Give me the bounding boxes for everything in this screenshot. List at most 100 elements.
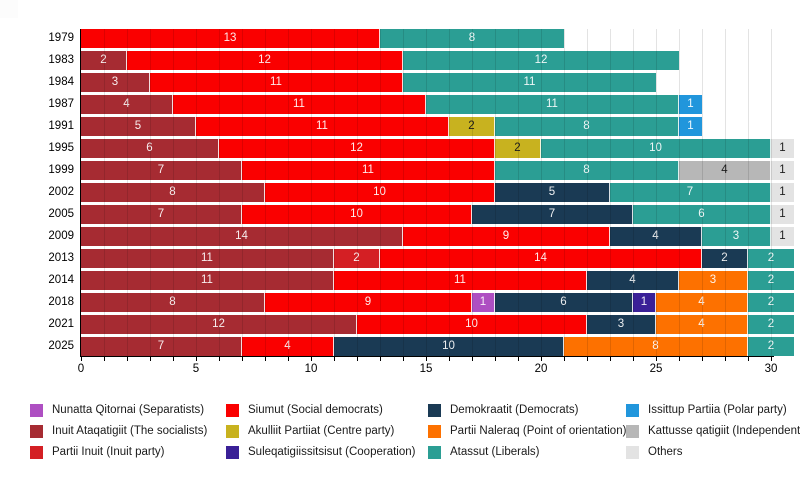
bar-segment-others: 1 xyxy=(771,139,794,158)
bar-value-label: 5 xyxy=(134,120,142,132)
bar-segment-demokraatit: 4 xyxy=(587,271,679,290)
bar-value-label: 11 xyxy=(270,76,282,88)
year-label: 2002 xyxy=(48,186,74,198)
bar-segment-inuit-ataqatigiit: 6 xyxy=(81,139,219,158)
bar-segment-kattusseqatigiit: 4 xyxy=(679,161,771,180)
legend-swatch-issittup-partiia xyxy=(626,403,639,417)
bar-value-label: 11 xyxy=(201,274,213,286)
year-label: 2005 xyxy=(48,208,74,220)
bar-segment-inuit-ataqatigiit: 11 xyxy=(81,271,334,290)
bar-row: 5 11 2 8 1 xyxy=(81,117,702,136)
bar-segment-siumut: 10 xyxy=(265,183,495,202)
x-tick xyxy=(81,357,82,361)
legend-swatch-inuit-ataqatigiit xyxy=(30,424,43,438)
bar-row: 8 10 5 7 1 xyxy=(81,183,794,202)
bar-segment-others: 1 xyxy=(771,161,794,180)
bar-value-label: 4 xyxy=(698,296,705,308)
bar-value-label: 12 xyxy=(534,54,548,66)
x-tick xyxy=(633,357,634,361)
bar-segment-inuit-ataqatigiit: 8 xyxy=(81,293,265,312)
bar-segment-atassut: 6 xyxy=(633,205,771,224)
year-label: 2025 xyxy=(48,340,74,352)
bar-value-label: 5 xyxy=(548,186,556,198)
bar-value-label: 2 xyxy=(767,252,775,264)
bar-value-label: 10 xyxy=(350,208,363,220)
bar-segment-demokraatit: 10 xyxy=(334,337,564,356)
legend-swatch-atassut xyxy=(428,445,441,459)
x-tick xyxy=(311,357,312,361)
bar-value-label: 11 xyxy=(201,252,213,264)
legend-swatch-kattusseqatigiit xyxy=(626,424,639,438)
x-tick xyxy=(219,357,220,361)
bar-row: 7 11 8 4 1 xyxy=(81,161,794,180)
bar-value-label: 1 xyxy=(687,120,694,132)
bar-segment-demokraatit: 3 xyxy=(587,315,656,334)
bar-segment-partii-naleraq: 4 xyxy=(656,315,748,334)
bar-segment-atassut: 2 xyxy=(748,315,794,334)
bar-row: 3 11 11 xyxy=(81,73,656,92)
x-tick xyxy=(656,357,657,361)
bar-segment-demokraatit: 7 xyxy=(472,205,633,224)
legend-label: Siumut (Social democrats) xyxy=(248,404,383,416)
legend-swatch-siumut xyxy=(226,403,239,417)
bar-value-label: 7 xyxy=(157,164,165,176)
legend-item-partii-inuit: Partii Inuit (Inuit party) xyxy=(30,445,164,459)
x-tick xyxy=(564,357,565,361)
year-label: 2018 xyxy=(48,296,74,308)
bar-segment-siumut: 4 xyxy=(242,337,334,356)
year-label: 1995 xyxy=(48,142,74,154)
bar-segment-demokraatit: 2 xyxy=(702,249,748,268)
bar-segment-inuit-ataqatigiit: 3 xyxy=(81,73,150,92)
bar-row: 11 2 14 2 2 xyxy=(81,249,794,268)
bar-value-label: 8 xyxy=(468,32,476,44)
year-label: 1979 xyxy=(48,32,74,44)
bar-segment-issittup-partiia: 1 xyxy=(679,95,702,114)
x-tick xyxy=(403,357,404,361)
x-tick xyxy=(472,357,473,361)
bar-value-label: 6 xyxy=(698,208,705,220)
bar-segment-siumut: 9 xyxy=(265,293,472,312)
y-axis xyxy=(80,29,81,357)
year-label: 1987 xyxy=(48,98,74,110)
bar-value-label: 1 xyxy=(779,186,786,198)
legend: Nunatta Qitornai (Separatists) Inuit Ataq… xyxy=(0,396,800,466)
bar-segment-atassut: 10 xyxy=(541,139,771,158)
bar-row: 8 9 1 6 1 4 2 xyxy=(81,293,794,312)
bar-segment-inuit-ataqatigiit: 11 xyxy=(81,249,334,268)
x-tick-label: 20 xyxy=(534,363,548,375)
bar-value-label: 8 xyxy=(652,340,659,352)
bar-segment-atassut: 3 xyxy=(702,227,771,246)
bar-segment-akulliit-partiiat: 2 xyxy=(495,139,541,158)
x-tick xyxy=(334,357,335,361)
bar-segment-atassut: 11 xyxy=(403,73,656,92)
x-axis xyxy=(80,356,774,357)
bar-value-label: 1 xyxy=(779,230,786,242)
bar-segment-inuit-ataqatigiit: 4 xyxy=(81,95,173,114)
bar-value-label: 6 xyxy=(560,296,567,308)
x-tick xyxy=(242,357,243,361)
year-label: 2021 xyxy=(48,318,74,330)
legend-label: Kattusse qatigiit (Independents) xyxy=(648,425,800,437)
x-tick xyxy=(748,357,749,361)
legend-label: Atassut (Liberals) xyxy=(450,446,540,458)
legend-label: Issittup Partiia (Polar party) xyxy=(648,404,787,416)
legend-item-atassut: Atassut (Liberals) xyxy=(428,445,539,459)
year-label: 2014 xyxy=(48,274,74,286)
x-tick xyxy=(702,357,703,361)
bar-segment-inuit-ataqatigiit: 14 xyxy=(81,227,403,246)
bar-segment-partii-naleraq: 8 xyxy=(564,337,748,356)
bar-value-label: 2 xyxy=(767,274,775,286)
bar-value-label: 10 xyxy=(649,142,662,154)
legend-item-issittup-partiia: Issittup Partiia (Polar party) xyxy=(626,403,787,417)
x-tick xyxy=(679,357,680,361)
bar-value-label: 2 xyxy=(767,340,775,352)
legend-swatch-others xyxy=(626,445,639,459)
bar-value-label: 7 xyxy=(157,208,165,220)
bar-value-label: 2 xyxy=(767,296,775,308)
legend-label: Inuit Ataqatigiit (The socialists) xyxy=(52,425,208,437)
x-tick xyxy=(288,357,289,361)
bar-value-label: 2 xyxy=(468,120,475,132)
legend-label: Others xyxy=(648,446,683,458)
bar-value-label: 11 xyxy=(293,98,305,110)
x-tick xyxy=(610,357,611,361)
